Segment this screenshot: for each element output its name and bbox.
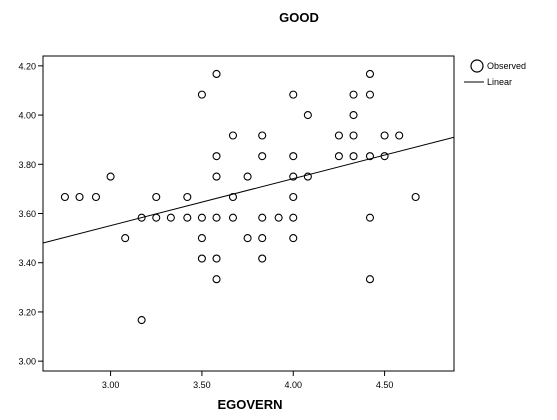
data-point <box>212 152 221 161</box>
data-point <box>289 192 298 202</box>
data-point <box>106 172 115 181</box>
data-point <box>303 111 312 120</box>
y-tick-label: 4.00 <box>18 111 36 121</box>
data-point <box>258 131 267 140</box>
y-tick-label: 3.20 <box>18 307 36 317</box>
data-point <box>258 213 267 222</box>
data-point <box>243 234 252 243</box>
linear-fit-line-group <box>42 136 455 244</box>
data-point <box>60 192 69 202</box>
legend-observed-marker <box>470 59 484 73</box>
data-point <box>166 213 175 222</box>
data-point <box>212 275 221 284</box>
data-point <box>395 131 404 140</box>
data-point <box>334 131 343 140</box>
data-point <box>75 192 84 202</box>
data-point <box>228 192 238 202</box>
data-point <box>334 152 343 161</box>
data-point <box>289 213 298 222</box>
data-point <box>289 172 298 181</box>
data-point <box>137 316 146 325</box>
x-tick-label: 4.50 <box>376 380 394 390</box>
y-tick-label: 3.60 <box>18 209 36 219</box>
data-point <box>289 90 298 99</box>
data-point <box>289 152 298 161</box>
y-tick-label: 3.00 <box>18 357 36 367</box>
data-point <box>349 111 358 120</box>
data-point <box>274 213 283 222</box>
data-point <box>380 131 389 140</box>
x-axis: 3.00 3.50 4.00 4.50 <box>102 371 394 390</box>
data-point <box>365 275 375 284</box>
data-point <box>212 172 221 181</box>
data-point <box>152 192 161 202</box>
data-point <box>228 213 238 222</box>
data-point <box>365 90 375 99</box>
data-point <box>349 131 358 140</box>
data-point <box>243 172 252 181</box>
data-point <box>365 152 375 161</box>
data-point <box>411 192 420 202</box>
legend-observed-label: Observed <box>487 61 526 71</box>
x-tick-label: 4.00 <box>284 380 302 390</box>
data-point <box>183 213 192 222</box>
data-point <box>258 254 267 263</box>
data-point <box>197 254 206 263</box>
x-tick-label: 3.00 <box>102 380 120 390</box>
data-point <box>349 152 358 161</box>
linear-fit-line <box>42 136 455 244</box>
data-point <box>197 90 206 99</box>
data-point <box>197 234 206 243</box>
data-point <box>228 131 238 140</box>
plot-frame <box>42 55 455 372</box>
y-tick-label: 3.40 <box>18 258 36 268</box>
data-point <box>349 90 358 99</box>
data-point <box>258 234 267 243</box>
y-tick-label: 3.80 <box>18 160 36 170</box>
y-axis: 3.00 3.20 3.40 3.60 3.80 4.00 4.20 <box>18 61 43 367</box>
data-point <box>365 69 375 79</box>
legend-linear-label: Linear <box>487 77 512 87</box>
observed-points <box>60 69 420 325</box>
data-point <box>137 213 146 222</box>
y-tick-label: 4.20 <box>18 61 36 71</box>
data-point <box>197 213 206 222</box>
data-point <box>289 234 298 243</box>
legend: Observed Linear <box>464 59 526 87</box>
data-point <box>121 234 130 243</box>
data-point <box>365 213 375 222</box>
data-point <box>212 213 221 222</box>
x-tick-label: 3.50 <box>193 380 211 390</box>
x-axis-label: EGOVERN <box>217 397 282 412</box>
data-point <box>91 192 101 202</box>
data-point <box>303 172 312 181</box>
data-point <box>258 152 267 161</box>
data-point <box>212 254 221 263</box>
data-point <box>212 69 221 79</box>
data-point <box>183 192 192 202</box>
chart-title: GOOD <box>279 10 319 25</box>
